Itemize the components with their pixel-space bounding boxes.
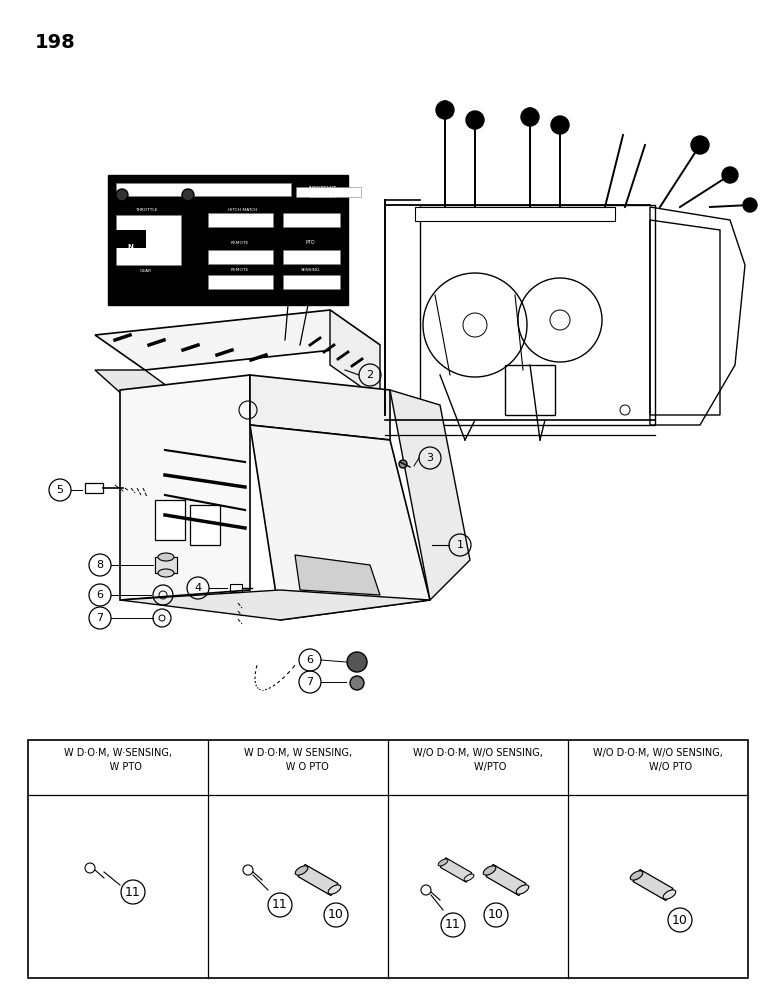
Text: 6: 6 <box>96 590 103 600</box>
Text: PTO: PTO <box>305 240 315 245</box>
Circle shape <box>743 198 757 212</box>
Polygon shape <box>250 375 390 440</box>
Text: 8: 8 <box>96 560 103 570</box>
Polygon shape <box>250 425 430 620</box>
Polygon shape <box>120 375 250 600</box>
FancyBboxPatch shape <box>208 250 273 264</box>
Text: W D·O·M, W·SENSING,
     W PTO: W D·O·M, W·SENSING, W PTO <box>64 748 172 772</box>
Ellipse shape <box>663 890 676 899</box>
Circle shape <box>466 111 484 129</box>
Text: 3: 3 <box>426 453 434 463</box>
Ellipse shape <box>464 874 474 881</box>
Circle shape <box>116 189 128 201</box>
Circle shape <box>525 108 535 118</box>
FancyBboxPatch shape <box>208 275 273 289</box>
FancyBboxPatch shape <box>116 183 291 196</box>
FancyBboxPatch shape <box>116 230 146 248</box>
FancyBboxPatch shape <box>283 250 340 264</box>
Text: 198: 198 <box>35 32 76 51</box>
Ellipse shape <box>328 885 340 894</box>
Text: IMPORTANT: IMPORTANT <box>309 186 337 192</box>
Circle shape <box>182 189 194 201</box>
Text: 11: 11 <box>125 886 141 898</box>
Circle shape <box>722 167 738 183</box>
FancyBboxPatch shape <box>283 275 340 289</box>
Polygon shape <box>95 370 200 415</box>
FancyBboxPatch shape <box>108 175 348 305</box>
Text: W/O D·O·M, W/O SENSING,
        W/PTO: W/O D·O·M, W/O SENSING, W/PTO <box>413 748 543 772</box>
Circle shape <box>350 676 364 690</box>
Ellipse shape <box>483 866 496 875</box>
Ellipse shape <box>295 866 308 875</box>
Circle shape <box>521 108 539 126</box>
Text: 4: 4 <box>195 583 201 593</box>
Polygon shape <box>295 555 380 595</box>
FancyBboxPatch shape <box>208 213 273 227</box>
Polygon shape <box>390 390 470 600</box>
Text: 2: 2 <box>367 370 374 380</box>
Text: 7: 7 <box>96 613 103 623</box>
Polygon shape <box>330 310 380 400</box>
FancyBboxPatch shape <box>116 215 181 265</box>
Polygon shape <box>190 505 220 545</box>
Ellipse shape <box>158 553 174 561</box>
Circle shape <box>551 116 569 134</box>
FancyBboxPatch shape <box>415 207 615 221</box>
Ellipse shape <box>158 569 174 577</box>
Circle shape <box>347 652 367 672</box>
Text: 1: 1 <box>456 540 463 550</box>
Circle shape <box>691 136 709 154</box>
Circle shape <box>471 113 479 121</box>
Polygon shape <box>95 310 380 370</box>
FancyBboxPatch shape <box>283 213 340 227</box>
Text: 10: 10 <box>328 908 344 922</box>
Polygon shape <box>155 500 185 540</box>
FancyBboxPatch shape <box>296 187 361 197</box>
Text: W/O D·O·M, W/O SENSING,
        W/O PTO: W/O D·O·M, W/O SENSING, W/O PTO <box>593 748 723 772</box>
Text: small text here: small text here <box>310 195 337 199</box>
Text: GEAR: GEAR <box>140 269 152 273</box>
Text: 11: 11 <box>445 918 461 932</box>
Ellipse shape <box>630 871 643 880</box>
Text: N: N <box>127 244 133 250</box>
Text: W D·O·M, W SENSING,
      W O PTO: W D·O·M, W SENSING, W O PTO <box>244 748 352 772</box>
Circle shape <box>440 101 450 111</box>
FancyBboxPatch shape <box>155 557 177 573</box>
Circle shape <box>436 101 454 119</box>
Circle shape <box>399 460 407 468</box>
Polygon shape <box>486 864 526 896</box>
Text: 7: 7 <box>306 677 313 687</box>
Polygon shape <box>298 864 338 896</box>
Text: REMOTE: REMOTE <box>231 268 249 272</box>
Text: 11: 11 <box>272 898 288 912</box>
Ellipse shape <box>438 859 448 866</box>
Circle shape <box>556 118 564 126</box>
Text: THROTTLE: THROTTLE <box>135 208 157 212</box>
Ellipse shape <box>516 885 529 894</box>
Text: HITCH MATCH: HITCH MATCH <box>229 208 258 212</box>
Polygon shape <box>120 590 430 620</box>
Text: 6: 6 <box>306 655 313 665</box>
Text: SENSING: SENSING <box>300 268 320 272</box>
Text: 10: 10 <box>672 914 688 926</box>
Text: 5: 5 <box>56 485 63 495</box>
Text: REMOTE: REMOTE <box>231 241 249 245</box>
Text: 10: 10 <box>488 908 504 922</box>
Polygon shape <box>633 869 673 901</box>
Polygon shape <box>440 858 472 882</box>
